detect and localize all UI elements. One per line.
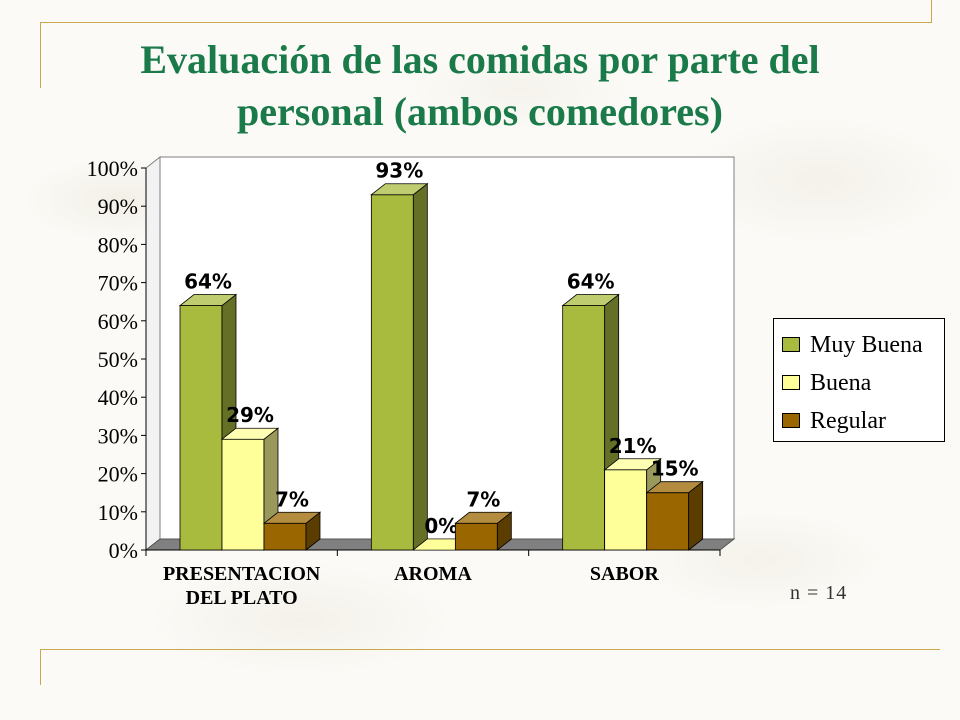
data-label: 64% bbox=[184, 270, 232, 294]
y-tick-label: 30% bbox=[98, 423, 138, 448]
y-tick-label: 50% bbox=[98, 347, 138, 372]
bar-top bbox=[178, 294, 238, 306]
bar-top bbox=[561, 294, 620, 306]
data-label: 15% bbox=[651, 457, 699, 481]
data-label: 0% bbox=[424, 514, 458, 538]
chart-legend: Muy Buena Buena Regular bbox=[773, 318, 945, 442]
x-category-label: PRESENTACION bbox=[163, 563, 321, 585]
decorative-rule-top bbox=[40, 22, 932, 23]
legend-swatch-buena bbox=[782, 375, 800, 390]
data-label: 7% bbox=[275, 487, 309, 511]
x-category-label: SABOR bbox=[590, 563, 659, 585]
y-tick-label: 100% bbox=[87, 156, 138, 181]
data-label: 21% bbox=[609, 434, 657, 458]
bar-buena bbox=[604, 469, 648, 551]
bar-regular bbox=[646, 492, 690, 551]
bar-top bbox=[262, 511, 322, 524]
legend-label-muy-buena: Muy Buena bbox=[810, 332, 923, 358]
bar-top bbox=[645, 481, 704, 494]
y-tick-label: 20% bbox=[98, 462, 138, 487]
x-category-label: DEL PLATO bbox=[186, 587, 298, 609]
slide-title-line-1: Evaluación de las comidas por parte del bbox=[140, 37, 820, 82]
bar-side bbox=[688, 480, 704, 551]
bar-top bbox=[454, 511, 513, 524]
data-label: 7% bbox=[466, 487, 500, 511]
bar-muy-buena bbox=[370, 194, 414, 551]
slide-title: Evaluación de las comidas por parte del … bbox=[40, 34, 920, 138]
data-label: 93% bbox=[375, 159, 423, 183]
bar-top bbox=[603, 458, 662, 471]
bar-muy-buena bbox=[562, 305, 606, 551]
bar-top bbox=[220, 427, 280, 440]
y-tick-label: 90% bbox=[98, 194, 138, 219]
y-tick-label: 40% bbox=[98, 385, 138, 410]
legend-label-buena: Buena bbox=[810, 370, 872, 396]
slide-title-line-2: personal (ambos comedores) bbox=[237, 89, 723, 134]
bar-side bbox=[412, 182, 428, 551]
plot-side-wall bbox=[145, 155, 161, 552]
decorative-rule-right bbox=[931, 0, 932, 22]
legend-swatch-regular bbox=[782, 413, 800, 428]
y-tick-label: 60% bbox=[98, 309, 138, 334]
decorative-rule-bottom-left bbox=[40, 649, 41, 685]
y-tick-label: 80% bbox=[98, 232, 138, 257]
y-tick-label: 10% bbox=[98, 500, 138, 525]
bar-regular bbox=[454, 522, 498, 551]
decorative-rule-bottom bbox=[40, 649, 940, 650]
sample-size-note: n = 14 bbox=[790, 582, 848, 604]
data-label: 64% bbox=[567, 270, 615, 294]
legend-swatch-muy-buena bbox=[782, 337, 800, 352]
bar-muy-buena bbox=[179, 305, 223, 551]
data-label: 29% bbox=[226, 403, 274, 427]
x-category-label: AROMA bbox=[394, 563, 472, 585]
y-tick-label: 0% bbox=[109, 538, 138, 563]
bar-regular bbox=[263, 522, 307, 551]
bar-buena bbox=[221, 438, 265, 551]
decorative-rule-left bbox=[40, 22, 41, 88]
y-tick-label: 70% bbox=[98, 271, 138, 296]
bar-top bbox=[370, 183, 429, 196]
legend-label-regular: Regular bbox=[810, 408, 886, 434]
